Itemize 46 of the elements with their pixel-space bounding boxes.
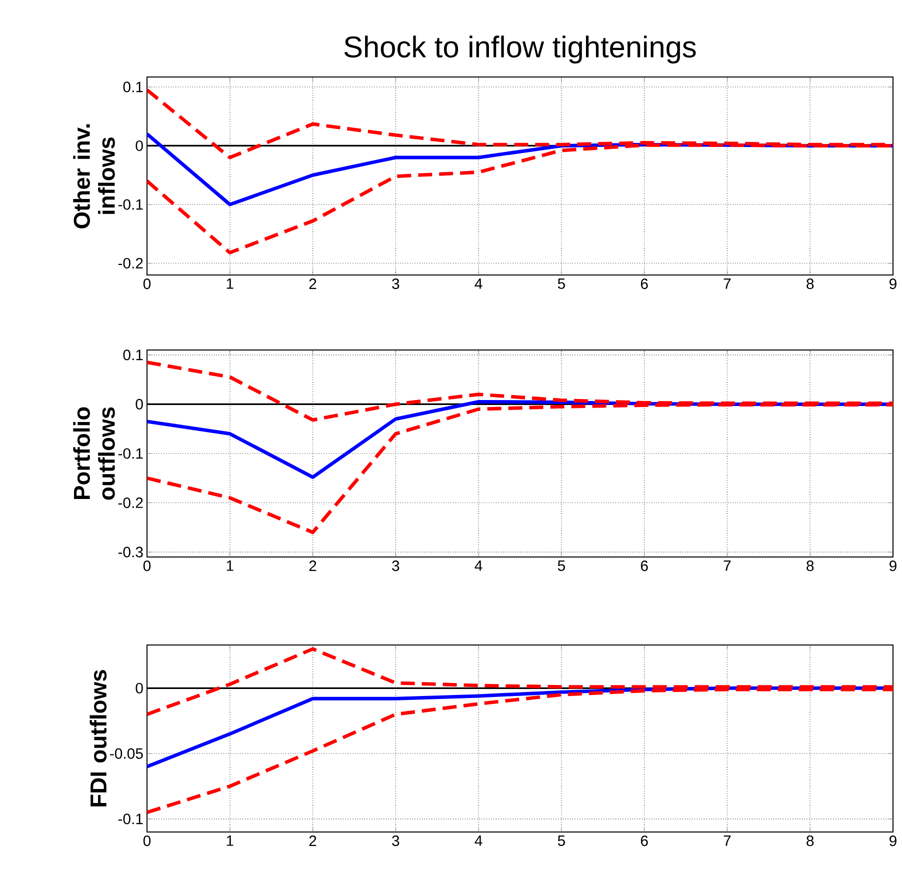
x-tick-label: 9 [890,836,896,846]
y-tick-label: 0 [136,682,143,694]
y-tick-label: -0.2 [118,497,143,508]
y-axis-title: FDI outflows [90,670,107,806]
x-tick-label: 9 [890,278,896,290]
x-tick-label: 7 [724,278,731,289]
y-axis-title: Other inv. inflows [73,124,115,228]
x-tick-label: 6 [640,278,648,290]
y-tick-label: 0 [136,140,143,152]
x-tick-label: 7 [724,836,731,846]
y-tick-label: -0.2 [118,258,143,269]
x-tick-label: 2 [309,836,316,846]
y-tick-label: -0.05 [110,748,143,759]
y-tick-label: 0 [136,398,143,410]
x-tick-label: 6 [640,560,648,572]
x-tick-label: 1 [226,836,234,846]
x-tick-label: 0 [143,836,151,846]
x-tick-label: 7 [724,560,731,571]
x-tick-label: 3 [392,278,400,290]
x-tick-label: 2 [309,560,316,571]
y-tick-label: -0.1 [118,199,143,210]
x-tick-label: 8 [806,836,814,846]
y-axis-title: Portfolio outflows [73,407,115,500]
x-tick-label: 9 [890,560,896,572]
x-tick-label: 8 [806,560,814,572]
x-tick-label: 8 [806,278,814,290]
x-tick-label: 3 [392,560,400,572]
x-tick-label: 1 [226,278,234,289]
x-tick-label: 4 [474,278,482,289]
x-tick-label: 5 [558,560,565,571]
chart-title: Shock to inflow tightenings [344,36,696,64]
y-tick-label: -0.3 [118,546,143,558]
x-tick-label: 2 [309,278,316,289]
x-tick-label: 4 [474,836,482,846]
x-tick-label: 5 [558,836,565,846]
x-tick-label: 4 [474,560,482,571]
x-tick-label: 0 [143,278,151,290]
x-tick-label: 1 [226,560,234,571]
x-tick-label: 3 [392,836,400,846]
y-tick-label: -0.1 [118,448,143,459]
y-tick-label: 0.1 [123,350,143,360]
x-tick-label: 6 [640,836,648,846]
y-tick-label: -0.1 [118,814,143,824]
y-tick-label: 0.1 [123,82,143,92]
x-tick-label: 5 [558,278,565,289]
x-tick-label: 0 [143,560,151,572]
